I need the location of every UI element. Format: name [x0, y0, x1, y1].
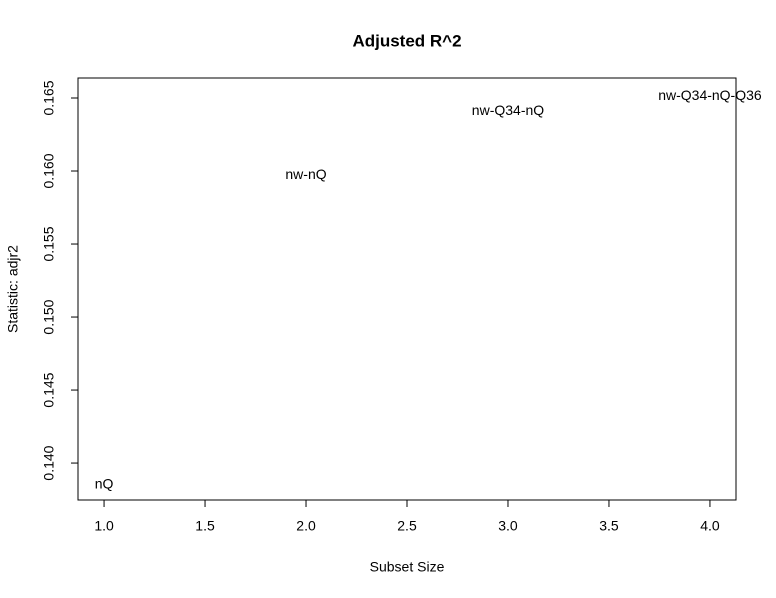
y-tick-label: 0.145 [41, 372, 57, 407]
x-tick-label: 1.0 [94, 518, 114, 534]
y-axis-label: Statistic: adjr2 [5, 245, 21, 333]
x-tick-label: 3.0 [498, 518, 518, 534]
x-tick-label: 3.5 [599, 518, 619, 534]
x-tick-label: 1.5 [195, 518, 215, 534]
y-tick-label: 0.140 [41, 445, 57, 480]
point-label: nQ [95, 476, 114, 492]
x-axis-label: Subset Size [370, 559, 445, 575]
x-tick-label: 2.5 [397, 518, 417, 534]
point-label: nw-Q34-nQ-Q36 [658, 87, 762, 103]
point-label: nw-nQ [285, 166, 326, 182]
y-tick-label: 0.155 [41, 226, 57, 261]
chart-title: Adjusted R^2 [352, 31, 461, 50]
x-tick-label: 2.0 [296, 518, 316, 534]
x-tick-label: 4.0 [700, 518, 720, 534]
y-tick-label: 0.160 [41, 153, 57, 188]
point-label: nw-Q34-nQ [472, 102, 544, 118]
y-tick-label: 0.150 [41, 299, 57, 334]
y-tick-label: 0.165 [41, 80, 57, 115]
